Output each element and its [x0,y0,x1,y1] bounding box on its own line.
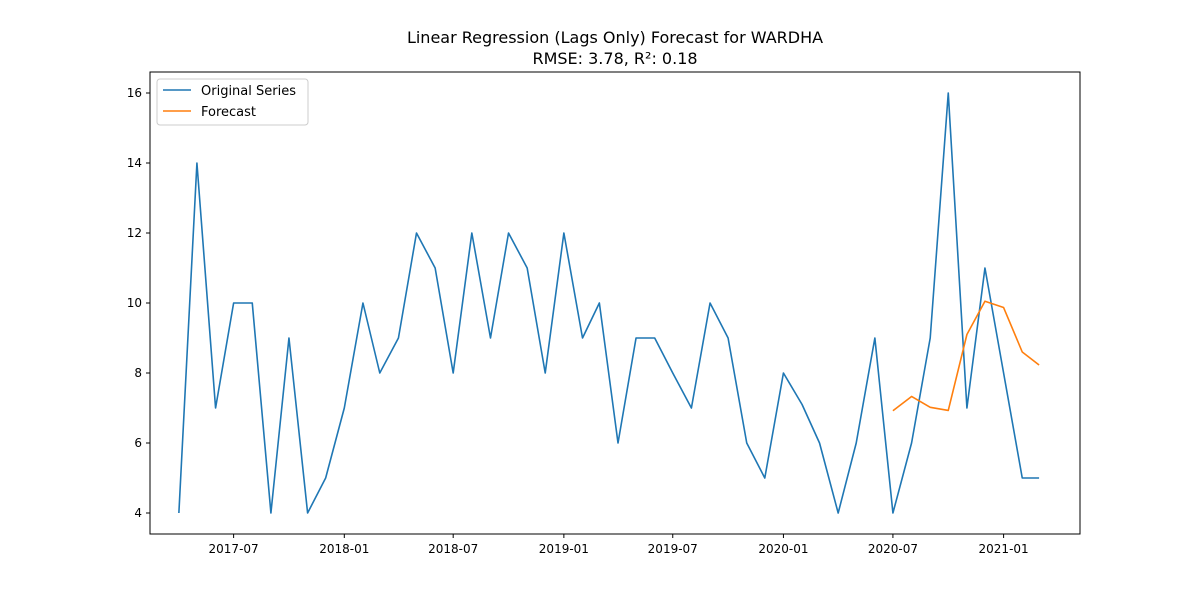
y-tick-label: 6 [134,436,142,450]
y-tick-label: 4 [134,506,142,520]
x-tick-label: 2019-01 [539,542,589,556]
x-tick-label: 2018-07 [428,542,478,556]
chart-subtitle: RMSE: 3.78, R²: 0.18 [532,49,697,68]
y-tick-label: 16 [127,86,142,100]
chart-title: Linear Regression (Lags Only) Forecast f… [407,28,823,47]
x-tick-label: 2019-07 [648,542,698,556]
plot-area [178,92,1040,514]
legend-box [156,78,309,126]
y-tick-label: 12 [127,226,142,240]
y-tick-label: 8 [134,366,142,380]
legend: Original Series Forecast [156,78,309,126]
legend-label-forecast: Forecast [201,105,256,120]
x-tick-label: 2018-01 [319,542,369,556]
x-tick-label: 2020-01 [758,542,808,556]
series-line-forecast [892,300,1040,412]
x-tick-label: 2020-07 [868,542,918,556]
x-tick-label: 2021-01 [979,542,1029,556]
legend-label-original-series: Original Series [201,84,296,99]
y-tick-label: 14 [127,156,142,170]
series-line-original-series [178,92,1040,514]
x-tick-label: 2017-07 [209,542,259,556]
y-tick-label: 10 [127,296,142,310]
axis-ticks: 2017-07 2018-01 2018-07 2019-01 2019-07 2020-… [127,86,1029,556]
